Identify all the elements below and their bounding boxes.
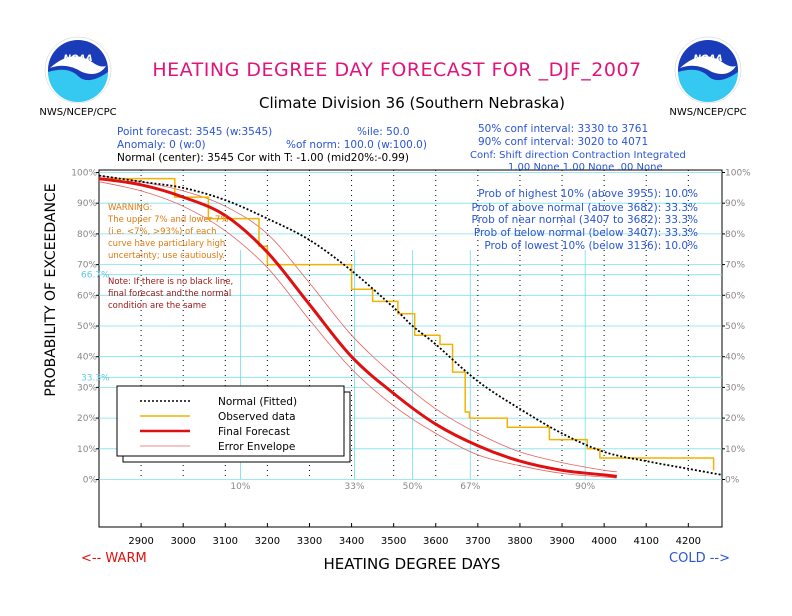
y-tick-label-left: 90%: [77, 199, 97, 209]
y-tick-label-left: 30%: [77, 383, 97, 393]
percentile-marker-label: 50%: [403, 482, 423, 492]
series-error-envelope: [98, 181, 617, 479]
warning-line: uncertainty; use cautiously.: [108, 251, 225, 261]
percentile-marker-label: 90%: [575, 482, 595, 492]
legend-label: Final Forecast: [218, 426, 290, 438]
reference-line-label: 66.7%: [81, 271, 110, 281]
info-point-forecast: Point forecast: 3545 (w:3545): [117, 126, 272, 138]
info-anomaly: Anomaly: 0 (w:0): [117, 139, 206, 151]
warning-line: curve have particulary high: [108, 239, 225, 249]
y-tick-label-right: 40%: [725, 353, 745, 363]
noaa-logo-left: NOAA: [44, 36, 112, 104]
info-normal-center: Normal (center): 3545 Cor with T: -1.00 …: [117, 152, 409, 164]
y-tick-label-right: 80%: [725, 230, 745, 240]
y-tick-label-left: 100%: [71, 169, 97, 179]
x-tick-label: 4100: [634, 536, 659, 547]
noaa-logo-right-text: NOAA: [693, 54, 722, 64]
y-tick-label-left: 60%: [77, 291, 97, 301]
y-tick-label-right: 30%: [725, 383, 745, 393]
warm-direction: <-- WARM: [81, 551, 147, 566]
y-tick-label-right: 10%: [725, 445, 745, 455]
warning-line: (i.e. <7%, >93%) of each: [108, 227, 216, 237]
legend-label: Error Envelope: [218, 441, 295, 453]
y-tick-label-right: 50%: [725, 322, 745, 332]
y-axis-label: PROBABILITY OF EXCEEDANCE: [43, 183, 59, 396]
x-tick-label: 3900: [549, 536, 574, 547]
x-tick-label: 3500: [381, 536, 406, 547]
info-conf-values: 1.00 None 1.00 None .00 None: [508, 162, 663, 173]
series-layer: [98, 174, 723, 479]
info-pct-norm: %of norm: 100.0 (w:100.0): [286, 139, 427, 151]
agency-right: NWS/NCEP/CPC: [669, 107, 746, 118]
y-tick-label-left: 20%: [77, 414, 97, 424]
chart-subtitle: Climate Division 36 (Southern Nebraska): [259, 94, 565, 112]
y-tick-label-left: 50%: [77, 322, 97, 332]
percentile-marker-label: 10%: [230, 482, 250, 492]
info-conf90: 90% conf interval: 3020 to 4071: [478, 136, 648, 148]
y-tick-label-right: 20%: [725, 414, 745, 424]
warning-line: The upper 7% and lower 7%: [107, 215, 228, 225]
x-axis-label: HEATING DEGREE DAYS: [324, 555, 501, 573]
prob-line: Prob of highest 10% (above 3955): 10.0%: [478, 188, 698, 200]
chart-title: HEATING DEGREE DAY FORECAST FOR _DJF_200…: [152, 59, 641, 81]
x-tick-label: 3300: [297, 536, 322, 547]
x-tick-label: 2900: [128, 536, 153, 547]
cold-direction: COLD -->: [669, 551, 730, 566]
percentile-marker-label: 67%: [460, 482, 480, 492]
series-observed-data: [99, 177, 715, 471]
note-line: final forecast and the normal: [108, 289, 231, 299]
warning-line: WARNING:: [108, 203, 152, 213]
axes: 0% 0% 10% 10% 20% 20% 30% 30% 40% 40% 50% 50% 60% 60%…: [71, 169, 751, 548]
y-tick-label-right: 90%: [725, 199, 745, 209]
y-tick-label-right: 100%: [725, 169, 751, 179]
reference-line-label: 33.3%: [81, 373, 110, 383]
y-tick-label-right: 60%: [725, 291, 745, 301]
y-tick-label-left: 0%: [83, 476, 98, 486]
x-tick-label: 4200: [676, 536, 701, 547]
series-final-forecast: [98, 177, 617, 478]
legend-label: Normal (Fitted): [218, 396, 297, 408]
percentile-marker-label: 33%: [345, 482, 365, 492]
agency-left: NWS/NCEP/CPC: [39, 107, 116, 118]
noaa-logo-right: NOAA: [674, 36, 742, 104]
noaa-logo-left-text: NOAA: [63, 54, 92, 64]
y-tick-label-left: 10%: [77, 445, 97, 455]
y-tick-label-left: 80%: [77, 230, 97, 240]
series-error-envelope: [98, 175, 617, 473]
y-tick-label-left: 40%: [77, 353, 97, 363]
x-tick-label: 4000: [591, 536, 616, 547]
y-tick-label-right: 0%: [725, 476, 740, 486]
note-line: condition are the same: [108, 301, 206, 311]
series-normal-fitted: [98, 174, 723, 476]
x-tick-label: 3100: [213, 536, 238, 547]
info-conf-header: Conf: Shift direction Contraction Integr…: [470, 150, 686, 161]
note-line: Note: If there is no black line,: [108, 277, 233, 287]
legend-label: Observed data: [218, 411, 296, 423]
prob-line: Prob of below normal (below 3407): 33.3%: [474, 227, 698, 239]
prob-line: Prob of near normal (3407 to 3682): 33.3…: [471, 214, 698, 226]
x-tick-label: 3400: [339, 536, 364, 547]
y-tick-label-right: 70%: [725, 261, 745, 271]
legend: Normal (Fitted) Observed data Final Fore…: [116, 385, 351, 463]
info-conf50: 50% conf interval: 3330 to 3761: [478, 123, 648, 135]
x-tick-label: 3800: [507, 536, 532, 547]
prob-line: Prob of lowest 10% (below 3136): 10.0%: [484, 240, 698, 252]
prob-line: Prob of above normal (above 3682): 33.3%: [472, 202, 698, 214]
x-tick-label: 3200: [255, 536, 280, 547]
plot-area: [98, 169, 723, 528]
info-percentile: %ile: 50.0: [357, 126, 410, 138]
y-tick-label-left: 70%: [77, 261, 97, 271]
reference-lines: 66.7% 33.3% 10% 33% 50% 67% 90%: [81, 250, 722, 492]
x-tick-label: 3600: [423, 536, 448, 547]
x-tick-label: 3000: [170, 536, 195, 547]
x-tick-label: 3700: [465, 536, 490, 547]
